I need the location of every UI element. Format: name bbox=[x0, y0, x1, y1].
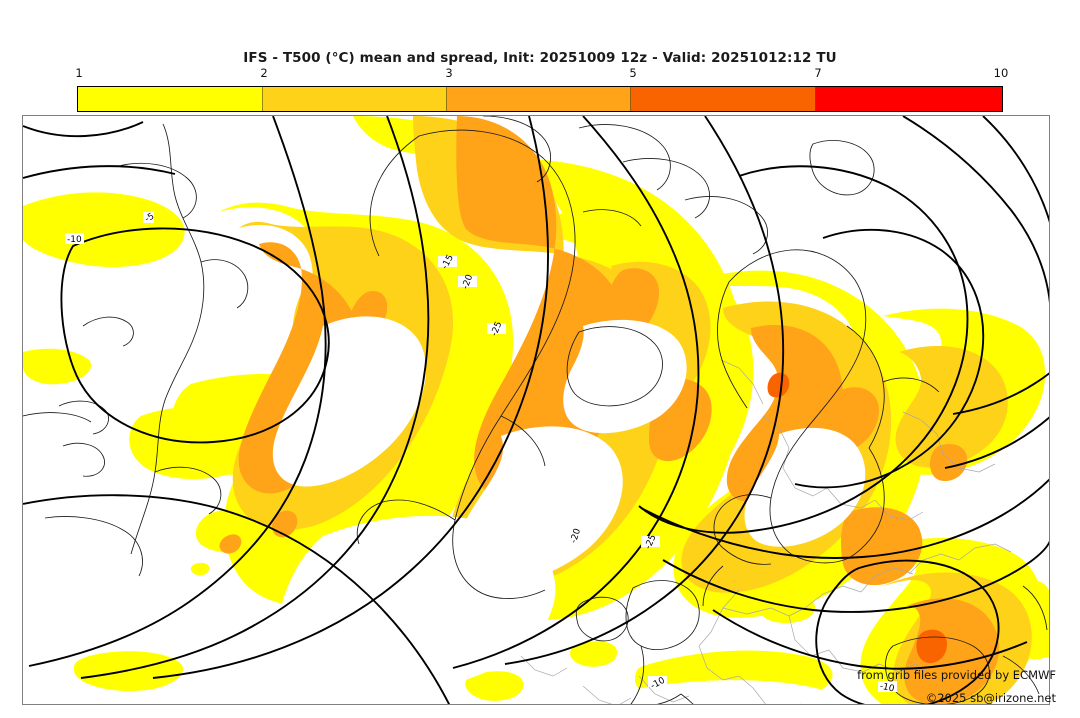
page-title: IFS - T500 (°C) mean and spread, Init: 2… bbox=[243, 50, 837, 66]
svg-text:-5: -5 bbox=[143, 212, 156, 225]
map-plot: -10 -10 -10 -15 bbox=[23, 116, 1049, 704]
colorbar: 1 2 3 5 7 10 bbox=[75, 66, 1008, 112]
contour-label--20-b: -20 bbox=[566, 527, 585, 545]
mean-contours-layer bbox=[23, 116, 1049, 704]
svg-text:-20: -20 bbox=[461, 273, 476, 290]
colorbar-band-5-7 bbox=[630, 87, 817, 111]
colorbar-tick-10: 10 bbox=[993, 66, 1009, 80]
colorbar-gradient bbox=[77, 86, 1003, 112]
spread-band-deep-orange bbox=[767, 372, 947, 664]
colorbar-band-1-2 bbox=[78, 87, 263, 111]
credit-copyright: ©2025 sb@irizone.net bbox=[925, 691, 1056, 705]
spread-below-threshold bbox=[272, 316, 866, 704]
contour-labels-layer: -10 -10 -10 -15 bbox=[65, 212, 897, 695]
svg-text:-10: -10 bbox=[67, 235, 82, 245]
contour-label--15: -15 bbox=[438, 253, 457, 271]
contour-label--25: -25 bbox=[487, 320, 506, 338]
coastlines-layer bbox=[23, 116, 1048, 704]
contour-label--25-b: -25 bbox=[641, 533, 660, 551]
spread-shading-layer bbox=[23, 116, 1049, 704]
colorbar-tick-1: 1 bbox=[75, 66, 83, 80]
colorbar-band-7-10 bbox=[816, 87, 1002, 111]
colorbar-tick-3: 3 bbox=[445, 66, 453, 80]
contour-label--30: -5 bbox=[143, 212, 156, 225]
colorbar-band-3-5 bbox=[447, 87, 631, 111]
colorbar-tick-7: 7 bbox=[814, 66, 822, 80]
colorbar-tick-labels: 1 2 3 5 7 10 bbox=[75, 66, 1008, 82]
colorbar-band-2-3 bbox=[262, 87, 448, 111]
contour-label--10-c: -10 bbox=[878, 681, 897, 695]
colorbar-tick-5: 5 bbox=[629, 66, 637, 80]
contour-label--20: -20 bbox=[458, 273, 477, 291]
svg-text:-20: -20 bbox=[569, 527, 583, 544]
colorbar-tick-2: 2 bbox=[260, 66, 268, 80]
contour-label--10: -10 bbox=[65, 233, 84, 245]
credit-source: from grib files provided by ECMWF bbox=[857, 668, 1056, 682]
svg-text:-10: -10 bbox=[879, 682, 896, 695]
map-canvas: -10 -10 -10 -15 bbox=[22, 115, 1050, 705]
